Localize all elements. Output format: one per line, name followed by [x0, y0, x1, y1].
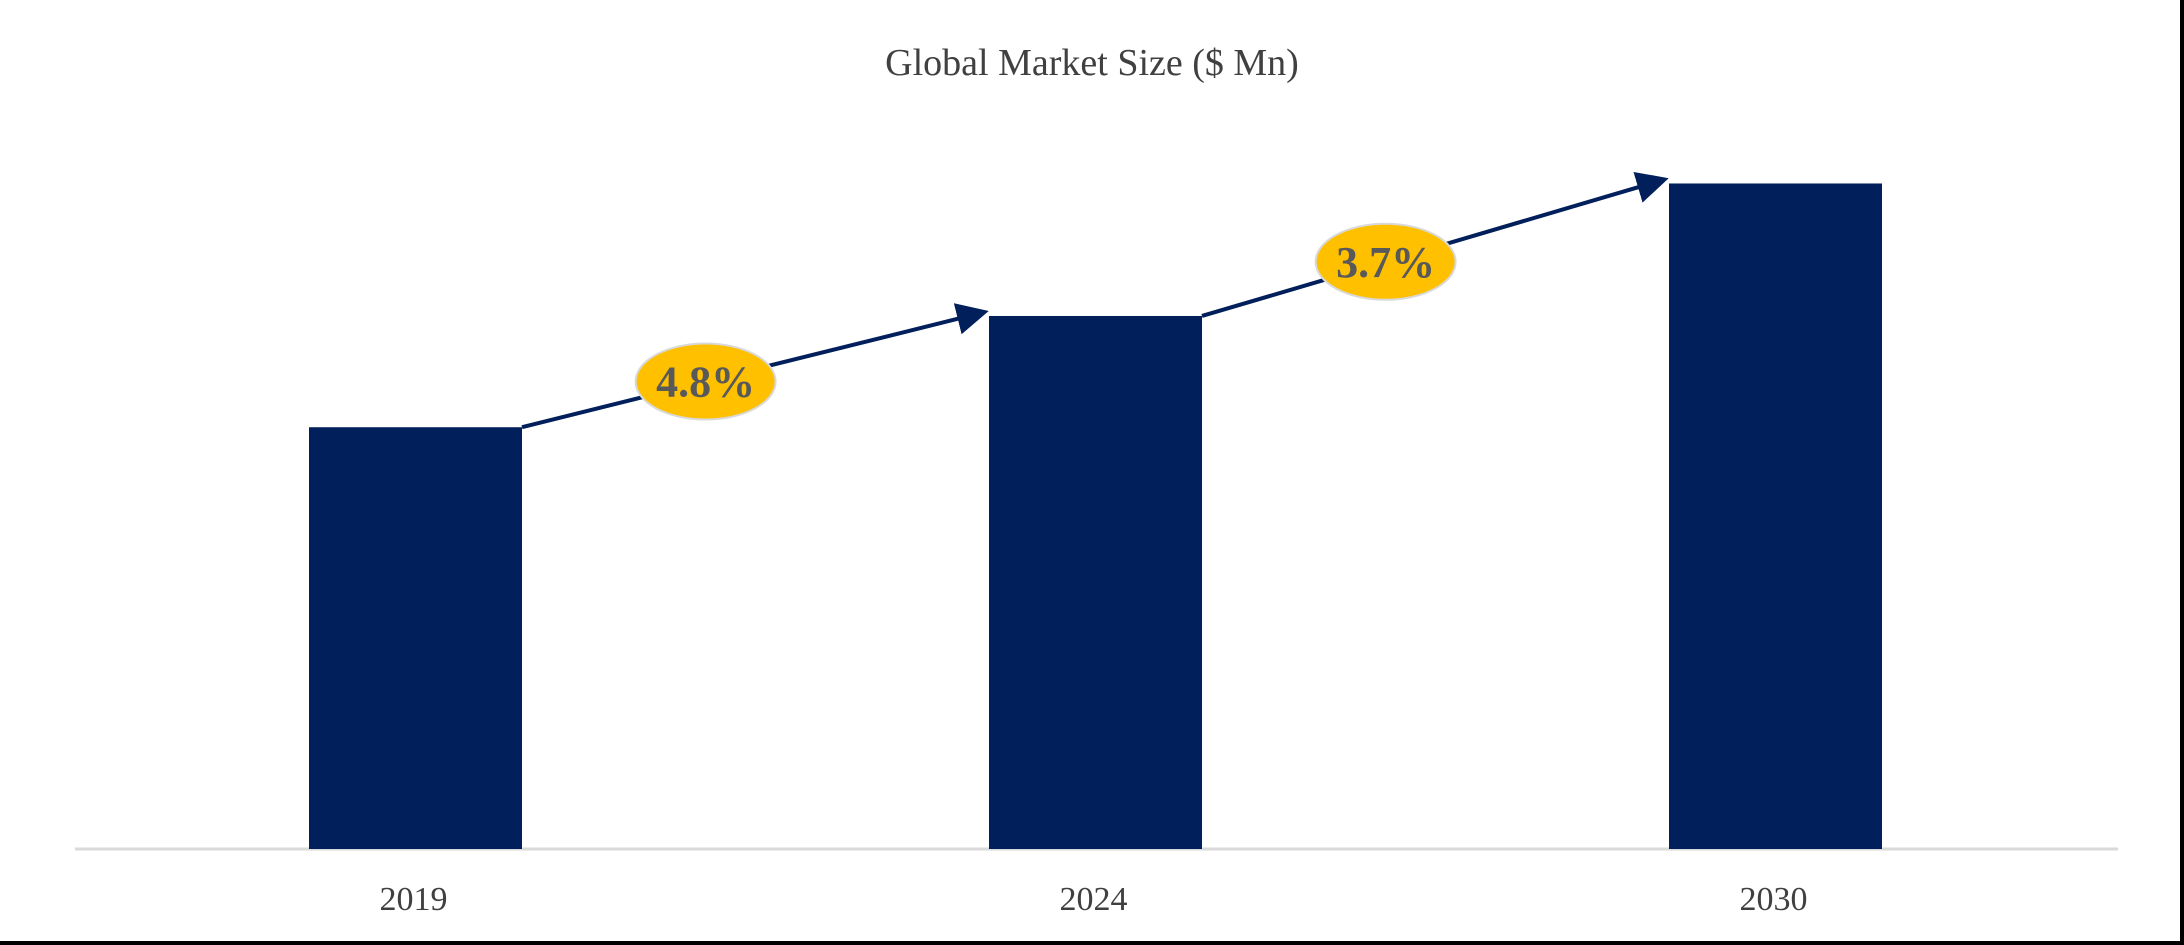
bar-2019: [309, 427, 522, 849]
cagr-label: 3.7%: [1336, 238, 1435, 287]
x-tick-label: 2024: [1060, 881, 1128, 918]
bar-2030: [1669, 183, 1882, 850]
cagr-badge: [634, 342, 777, 421]
x-tick-label: 2019: [380, 881, 448, 918]
cagr-badge: [1314, 222, 1457, 301]
chart-title: Global Market Size ($ Mn): [885, 42, 1299, 84]
x-tick-label: 2030: [1740, 881, 1808, 918]
cagr-label: 4.8%: [656, 358, 755, 407]
bar-2024: [989, 315, 1202, 849]
